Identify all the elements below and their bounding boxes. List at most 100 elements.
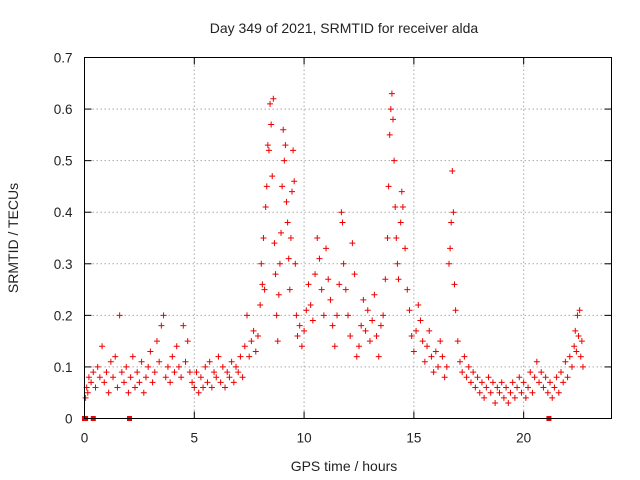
data-point bbox=[260, 235, 267, 241]
x-tick-label: 5 bbox=[191, 431, 199, 446]
data-point bbox=[254, 332, 261, 339]
data-point bbox=[132, 384, 139, 391]
data-point bbox=[213, 374, 220, 381]
data-point bbox=[99, 343, 106, 350]
data-point bbox=[428, 353, 435, 360]
data-point bbox=[385, 183, 392, 190]
data-point bbox=[408, 332, 415, 339]
data-point bbox=[518, 389, 525, 396]
data-point bbox=[121, 379, 128, 386]
data-point bbox=[262, 204, 269, 211]
data-point bbox=[377, 322, 384, 329]
data-point bbox=[525, 384, 532, 391]
data-point bbox=[392, 204, 399, 211]
data-point bbox=[134, 369, 141, 376]
x-tick-label: 15 bbox=[406, 431, 421, 446]
data-point bbox=[200, 384, 207, 391]
data-point bbox=[301, 327, 308, 334]
data-point bbox=[424, 343, 431, 350]
data-point bbox=[246, 353, 253, 360]
data-point bbox=[292, 260, 299, 267]
y-tick-label: 0.3 bbox=[54, 257, 73, 272]
data-point bbox=[105, 389, 112, 396]
data-point bbox=[325, 276, 332, 283]
data-point bbox=[248, 338, 255, 345]
y-tick-label: 0.1 bbox=[54, 360, 73, 375]
data-point bbox=[226, 374, 233, 381]
data-point bbox=[265, 147, 272, 154]
data-point bbox=[142, 374, 149, 381]
data-point bbox=[531, 374, 538, 381]
data-point bbox=[140, 389, 147, 396]
data-point bbox=[461, 353, 468, 360]
data-point bbox=[257, 302, 264, 309]
data-point bbox=[258, 260, 265, 267]
data-point bbox=[410, 348, 417, 355]
data-point bbox=[456, 358, 463, 365]
data-point bbox=[574, 312, 581, 319]
data-point bbox=[489, 379, 496, 386]
data-point bbox=[125, 389, 132, 396]
data-point bbox=[544, 389, 551, 396]
data-point bbox=[520, 379, 527, 386]
data-point bbox=[184, 338, 191, 345]
data-point bbox=[394, 260, 401, 267]
data-point bbox=[353, 353, 360, 360]
data-point bbox=[459, 369, 466, 376]
x-tick-label: 10 bbox=[297, 431, 312, 446]
data-point bbox=[432, 348, 439, 355]
y-tick-label: 0.7 bbox=[54, 51, 73, 66]
data-point bbox=[284, 219, 291, 226]
data-point bbox=[522, 394, 529, 401]
data-point bbox=[103, 369, 110, 376]
data-point bbox=[463, 374, 470, 381]
axis-ticks bbox=[84, 57, 612, 419]
data-point bbox=[107, 358, 114, 365]
data-point bbox=[294, 332, 301, 339]
data-point bbox=[358, 322, 365, 329]
data-point bbox=[503, 384, 510, 391]
data-point bbox=[112, 353, 119, 360]
data-point bbox=[492, 400, 499, 407]
y-axis-label: SRMTID / TECUs bbox=[5, 183, 21, 293]
data-point bbox=[228, 358, 235, 365]
data-point bbox=[233, 363, 240, 370]
data-point bbox=[276, 260, 283, 267]
data-point bbox=[336, 281, 343, 288]
data-point bbox=[516, 374, 523, 381]
data-point bbox=[454, 338, 461, 345]
data-point bbox=[314, 235, 321, 241]
data-point bbox=[329, 322, 336, 329]
data-point bbox=[406, 307, 413, 314]
data-point bbox=[164, 363, 171, 370]
data-point bbox=[291, 178, 298, 185]
data-point bbox=[349, 240, 356, 247]
data-point bbox=[415, 302, 422, 309]
data-point bbox=[566, 353, 573, 360]
data-point bbox=[362, 327, 369, 334]
data-point bbox=[448, 219, 455, 226]
data-point bbox=[571, 343, 578, 350]
data-point bbox=[171, 369, 178, 376]
data-point bbox=[193, 369, 200, 376]
data-point bbox=[551, 384, 558, 391]
data-point bbox=[449, 167, 456, 174]
data-point bbox=[342, 286, 349, 293]
data-point bbox=[542, 374, 549, 381]
data-point bbox=[303, 307, 310, 314]
data-point bbox=[167, 379, 174, 386]
data-point bbox=[320, 312, 327, 319]
data-point bbox=[211, 369, 218, 376]
data-point bbox=[451, 281, 458, 288]
data-point bbox=[289, 188, 296, 195]
data-point bbox=[366, 338, 373, 345]
data-point bbox=[467, 379, 474, 386]
data-point bbox=[533, 358, 540, 365]
data-point bbox=[195, 389, 202, 396]
x-axis-label: GPS time / hours bbox=[291, 458, 398, 474]
data-point bbox=[290, 147, 297, 154]
x-tick-label: 0 bbox=[81, 431, 89, 446]
data-point bbox=[264, 142, 271, 149]
data-point bbox=[399, 204, 406, 211]
data-point bbox=[334, 312, 341, 319]
